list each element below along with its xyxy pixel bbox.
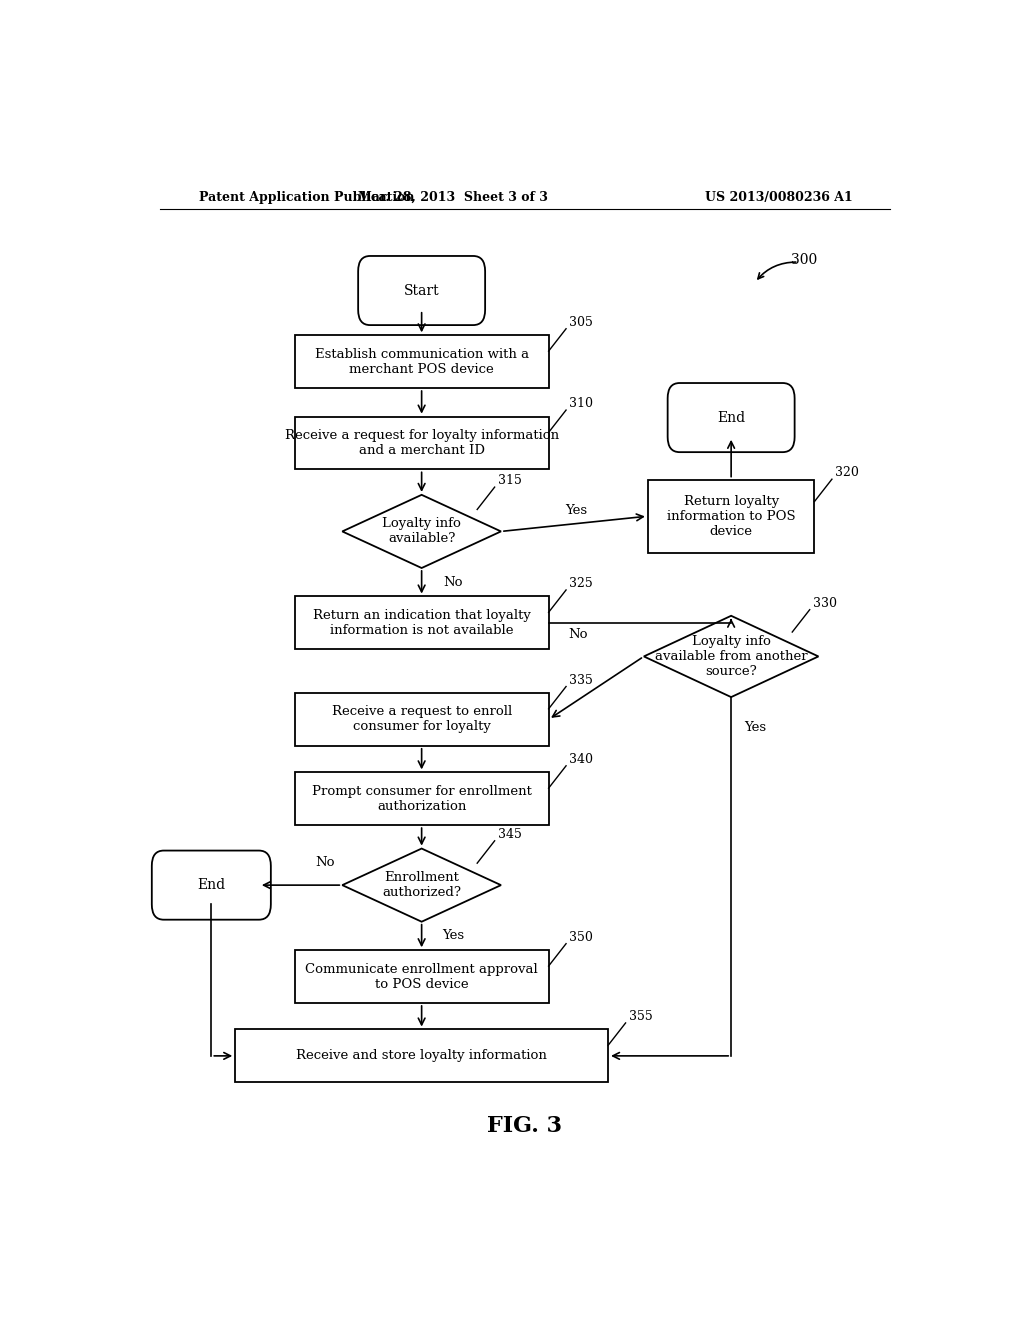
Bar xyxy=(295,335,549,388)
Text: 355: 355 xyxy=(629,1010,652,1023)
Text: 335: 335 xyxy=(569,673,593,686)
Text: 345: 345 xyxy=(498,828,521,841)
Text: Receive and store loyalty information: Receive and store loyalty information xyxy=(296,1049,547,1063)
Text: 330: 330 xyxy=(813,597,837,610)
Text: Establish communication with a
merchant POS device: Establish communication with a merchant … xyxy=(314,347,528,376)
Text: Return an indication that loyalty
information is not available: Return an indication that loyalty inform… xyxy=(312,609,530,636)
Bar xyxy=(648,479,814,553)
Text: 350: 350 xyxy=(569,931,593,944)
Bar xyxy=(295,772,549,825)
Text: End: End xyxy=(717,411,745,425)
Text: Receive a request to enroll
consumer for loyalty: Receive a request to enroll consumer for… xyxy=(332,705,512,734)
Text: 325: 325 xyxy=(569,577,593,590)
Text: Loyalty info
available?: Loyalty info available? xyxy=(382,517,461,545)
Text: 315: 315 xyxy=(498,474,521,487)
FancyBboxPatch shape xyxy=(668,383,795,453)
Text: Communicate enrollment approval
to POS device: Communicate enrollment approval to POS d… xyxy=(305,962,538,990)
Polygon shape xyxy=(644,615,818,697)
FancyBboxPatch shape xyxy=(152,850,270,920)
Text: Mar. 28, 2013  Sheet 3 of 3: Mar. 28, 2013 Sheet 3 of 3 xyxy=(358,190,548,203)
Text: 340: 340 xyxy=(569,752,593,766)
Text: Return loyalty
information to POS
device: Return loyalty information to POS device xyxy=(667,495,796,537)
Text: Yes: Yes xyxy=(743,721,766,734)
Text: No: No xyxy=(568,627,588,640)
Text: 310: 310 xyxy=(569,397,593,411)
Text: Loyalty info
available from another
source?: Loyalty info available from another sour… xyxy=(654,635,808,678)
Text: Yes: Yes xyxy=(442,929,465,942)
Text: 305: 305 xyxy=(569,315,593,329)
Bar xyxy=(295,597,549,649)
Text: End: End xyxy=(198,878,225,892)
Text: Receive a request for loyalty information
and a merchant ID: Receive a request for loyalty informatio… xyxy=(285,429,559,457)
Bar xyxy=(295,693,549,746)
Text: 320: 320 xyxy=(836,466,859,479)
Bar xyxy=(295,417,549,470)
Polygon shape xyxy=(342,849,501,921)
Text: Prompt consumer for enrollment
authorization: Prompt consumer for enrollment authoriza… xyxy=(311,784,531,813)
Text: US 2013/0080236 A1: US 2013/0080236 A1 xyxy=(705,190,853,203)
Polygon shape xyxy=(342,495,501,568)
Bar xyxy=(295,950,549,1003)
Bar xyxy=(236,1030,608,1082)
Text: Enrollment
authorized?: Enrollment authorized? xyxy=(382,871,461,899)
Text: FIG. 3: FIG. 3 xyxy=(487,1115,562,1137)
Text: Start: Start xyxy=(403,284,439,297)
Text: Patent Application Publication: Patent Application Publication xyxy=(200,190,415,203)
FancyBboxPatch shape xyxy=(358,256,485,325)
Text: 300: 300 xyxy=(791,253,817,267)
Text: No: No xyxy=(443,576,463,589)
Text: No: No xyxy=(315,857,335,870)
Text: Yes: Yes xyxy=(565,503,588,516)
